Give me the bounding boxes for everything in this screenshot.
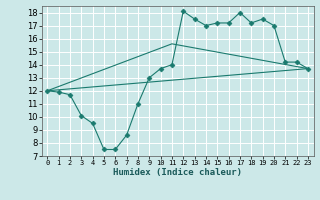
X-axis label: Humidex (Indice chaleur): Humidex (Indice chaleur) (113, 168, 242, 177)
